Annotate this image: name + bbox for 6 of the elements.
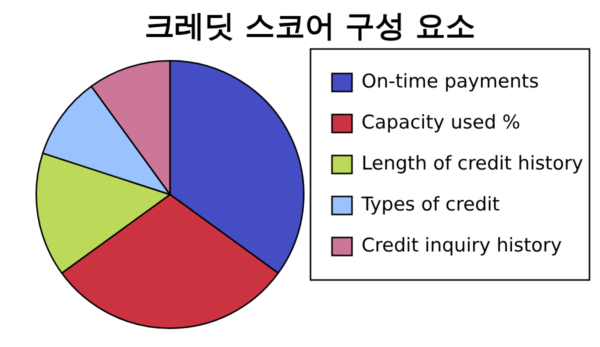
legend-label: Credit inquiry history bbox=[362, 234, 562, 256]
legend-label: Length of credit history bbox=[362, 152, 584, 174]
chart-title: 크레딧 스코어 구성 요소 bbox=[144, 8, 476, 44]
legend-label: On-time payments bbox=[362, 70, 539, 92]
legend-label: Capacity used % bbox=[362, 111, 520, 134]
legend-label: Types of credit bbox=[360, 193, 500, 216]
